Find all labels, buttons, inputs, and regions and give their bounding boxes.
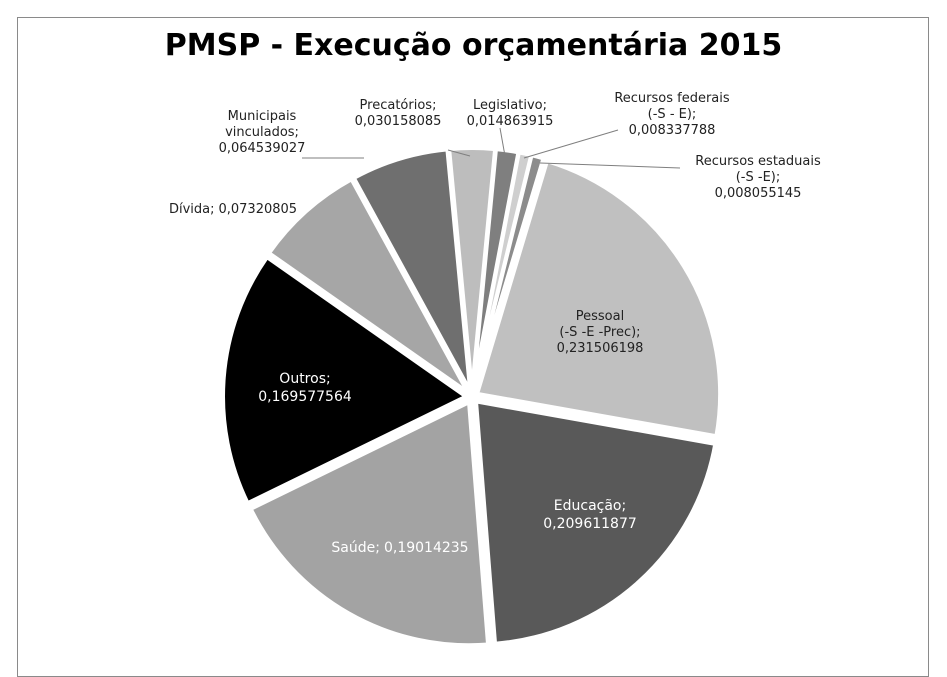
- pie-slice: [248, 399, 491, 648]
- data-label: Dívida; 0,07320805: [169, 202, 297, 218]
- slice-name: Recursos estaduais (-S -E);: [695, 154, 821, 185]
- slice-name: Pessoal (-S -E -Prec);: [559, 309, 641, 340]
- pie-slice: [351, 147, 473, 393]
- data-label: Municipais vinculados; 0,064539027: [219, 109, 306, 157]
- data-label: Saúde; 0,19014235: [331, 539, 468, 557]
- slice-name: Municipais vinculados;: [225, 109, 299, 140]
- slice-value: 0,19014235: [383, 540, 469, 556]
- data-label: Legislativo; 0,014863915: [467, 98, 554, 130]
- slice-value: 0,231506198: [556, 341, 644, 356]
- slice-value: 0,169577564: [258, 389, 352, 405]
- slice-value: 0,014863915: [466, 114, 554, 129]
- slice-name: Educação;: [553, 498, 627, 514]
- pie-slice: [266, 176, 470, 395]
- slice-name: Outros;: [279, 371, 331, 387]
- chart: PMSP - Execução orçamentária 2015 Precat…: [17, 17, 929, 677]
- pie-slice: [473, 399, 718, 646]
- slice-value: 0,030158085: [354, 114, 442, 129]
- slice-name: Legislativo;: [473, 98, 547, 113]
- data-label: Outros; 0,169577564: [258, 370, 352, 406]
- data-label: Recursos estaduais (-S -E); 0,008055145: [695, 154, 821, 202]
- leader-line: [447, 149, 471, 157]
- slice-value: 0,008337788: [628, 123, 716, 138]
- leader-line: [523, 129, 619, 159]
- data-label: Educação; 0,209611877: [543, 497, 637, 533]
- slice-value: 0,209611877: [543, 516, 637, 532]
- leader-line: [499, 127, 506, 157]
- pie-slice: [221, 254, 470, 506]
- slice-value: 0,064539027: [218, 141, 306, 156]
- slice-name: Saúde;: [331, 540, 380, 556]
- data-label: Precatórios; 0,030158085: [355, 98, 442, 130]
- pie-slice: [474, 158, 723, 439]
- data-label: Pessoal (-S -E -Prec); 0,231506198: [557, 309, 644, 357]
- slice-name: Dívida;: [168, 202, 215, 217]
- slice-value: 0,008055145: [714, 186, 802, 201]
- slice-name: Precatórios;: [359, 98, 437, 113]
- slice-name: Recursos federais (-S - E);: [614, 91, 730, 122]
- chart-title: PMSP - Execução orçamentária 2015: [164, 28, 783, 63]
- leader-line: [539, 162, 681, 169]
- slice-value: 0,07320805: [218, 202, 298, 217]
- data-label: Recursos federais (-S - E); 0,008337788: [614, 91, 729, 139]
- pie-area: [221, 127, 723, 648]
